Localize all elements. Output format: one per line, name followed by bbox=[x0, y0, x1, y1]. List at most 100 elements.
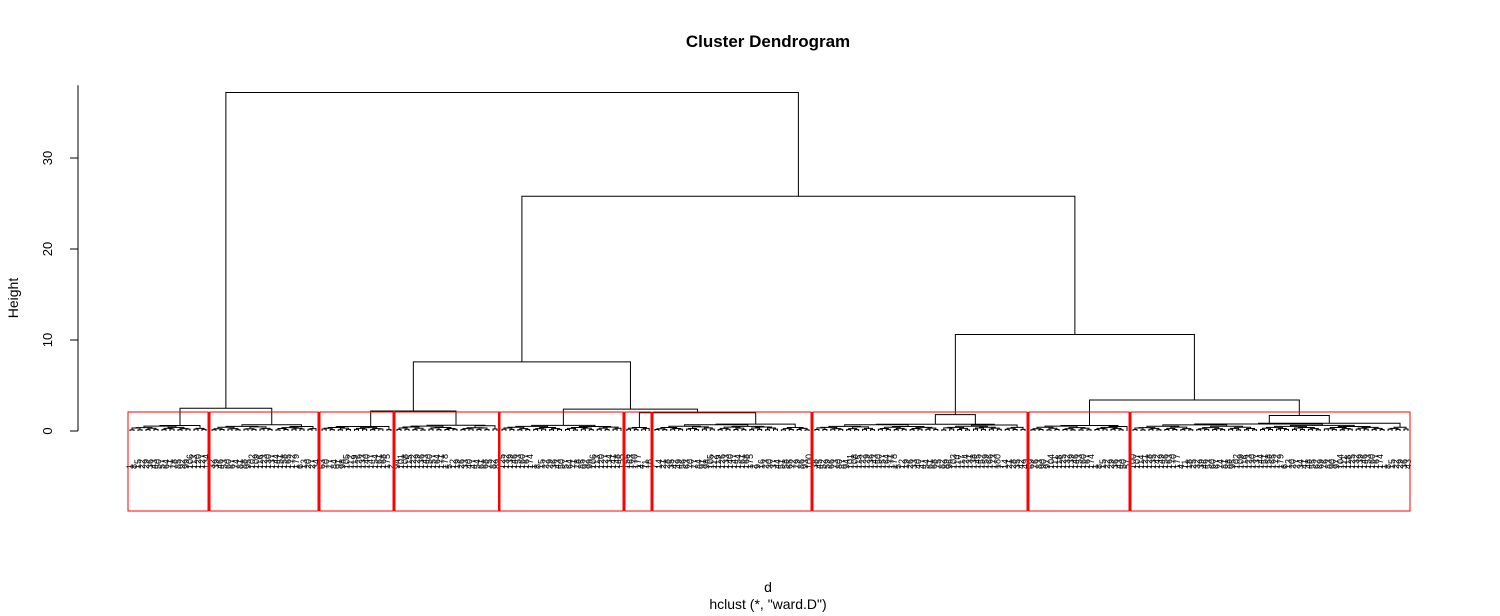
leaf-label: 7 bbox=[996, 464, 1006, 469]
leaf-label: 68 bbox=[480, 459, 490, 469]
leaf-label: 91 bbox=[697, 459, 707, 469]
leaf-label: 49 bbox=[674, 459, 684, 469]
leaf-label: 23 bbox=[761, 459, 771, 469]
leaf-label: 164 bbox=[881, 454, 891, 469]
branch bbox=[291, 428, 297, 431]
branch bbox=[1054, 428, 1060, 431]
branch bbox=[337, 429, 343, 431]
leaf-label: 130 bbox=[263, 454, 273, 469]
branch bbox=[517, 429, 523, 431]
leaf-label: 67 bbox=[1212, 459, 1222, 469]
branch bbox=[686, 428, 692, 431]
leaf-label: 168 bbox=[378, 454, 388, 469]
branch bbox=[386, 429, 392, 431]
leaf-label: 165 bbox=[283, 454, 293, 469]
leaf-label: 78 bbox=[169, 459, 179, 469]
leaf-label: 174 bbox=[525, 454, 535, 469]
branch bbox=[941, 429, 947, 431]
leaf-label: 179 bbox=[291, 454, 301, 469]
merge-g8-g9 bbox=[1089, 399, 1300, 426]
leaf-label: 133 bbox=[721, 454, 731, 469]
branch bbox=[227, 428, 233, 431]
branch bbox=[1020, 428, 1026, 431]
leaf-label: 34 bbox=[1295, 459, 1305, 469]
branch bbox=[225, 425, 259, 428]
branch bbox=[153, 428, 159, 431]
branch bbox=[582, 427, 592, 430]
leaf-label: 4 bbox=[1176, 464, 1186, 469]
branch bbox=[909, 429, 915, 431]
leaf-label: 156 bbox=[1160, 454, 1170, 469]
branch bbox=[1341, 428, 1351, 430]
branch bbox=[551, 428, 561, 430]
branch bbox=[1315, 429, 1321, 431]
leaf-label: 146 bbox=[1070, 454, 1080, 469]
leaf-label: 151 bbox=[1260, 454, 1270, 469]
branch bbox=[614, 427, 622, 431]
leaf-label: 94 bbox=[842, 459, 852, 469]
leaf-label: 111 bbox=[1050, 455, 1060, 469]
branch bbox=[177, 429, 183, 431]
branch bbox=[1086, 429, 1092, 431]
leaf-label: 131 bbox=[965, 454, 975, 469]
branch bbox=[1188, 429, 1194, 431]
leaf-label: 71 bbox=[568, 459, 578, 469]
cluster-boxes bbox=[127, 411, 1411, 512]
leaf-label: 68 bbox=[929, 459, 939, 469]
branch bbox=[436, 429, 442, 431]
branch bbox=[688, 428, 697, 430]
leaf-label: 81 bbox=[235, 459, 245, 469]
leaf-label: 52 bbox=[818, 459, 828, 469]
branch bbox=[996, 428, 1002, 431]
branch bbox=[1389, 427, 1399, 430]
leaf-label: 40 bbox=[913, 459, 923, 469]
leaf-label: 152 bbox=[976, 454, 986, 469]
leaf-label: 50 bbox=[1118, 459, 1128, 469]
branch bbox=[476, 428, 482, 431]
leaf-label: 95 bbox=[1228, 459, 1238, 469]
leaf-label: 139 bbox=[1355, 454, 1365, 469]
branch bbox=[211, 429, 217, 431]
branch bbox=[1355, 428, 1361, 431]
leaf-label: 170 bbox=[629, 454, 639, 469]
branch bbox=[564, 428, 570, 431]
leaf-label: 106 bbox=[185, 454, 195, 469]
branch bbox=[378, 428, 384, 431]
leaf-label: 105 bbox=[341, 454, 351, 469]
branch bbox=[329, 429, 335, 431]
branch bbox=[1198, 428, 1208, 430]
leaf-label: 100 bbox=[804, 454, 814, 469]
branch bbox=[949, 428, 955, 431]
branch bbox=[633, 429, 639, 431]
leaf-label: 180 bbox=[992, 454, 1002, 469]
leaf-label: 119 bbox=[713, 455, 723, 469]
branch bbox=[1339, 429, 1345, 431]
branch bbox=[1329, 427, 1347, 429]
branch bbox=[1236, 429, 1242, 431]
leaf-label: 149 bbox=[1156, 454, 1166, 469]
leaf-label: 27 bbox=[307, 459, 317, 469]
leaf-label: 107 bbox=[1132, 454, 1142, 469]
leaf-label: 177 bbox=[633, 454, 643, 469]
branch bbox=[426, 424, 486, 427]
branch bbox=[1260, 429, 1266, 431]
leaf-label: 63 bbox=[682, 459, 692, 469]
merge-middle bbox=[412, 361, 631, 411]
leaf-label: 135 bbox=[1148, 454, 1158, 469]
leaf-label: 159 bbox=[980, 454, 990, 469]
leaf-label: 77 bbox=[325, 459, 335, 469]
chart-title: Cluster Dendrogram bbox=[686, 32, 850, 51]
leaf-label: 97 bbox=[1042, 459, 1052, 469]
leaf-label: 108 bbox=[850, 454, 860, 469]
branch bbox=[848, 428, 858, 430]
branch bbox=[1044, 425, 1078, 428]
leaf-label: 48 bbox=[1303, 459, 1313, 469]
branch bbox=[161, 429, 167, 431]
leaf-label: 36 bbox=[1110, 459, 1120, 469]
branch bbox=[1337, 426, 1371, 428]
leaf-label: 76 bbox=[1319, 459, 1329, 469]
branch bbox=[1283, 428, 1289, 431]
leaf-label: 42 bbox=[1016, 459, 1026, 469]
branch bbox=[1244, 429, 1250, 431]
branch bbox=[1273, 425, 1307, 428]
